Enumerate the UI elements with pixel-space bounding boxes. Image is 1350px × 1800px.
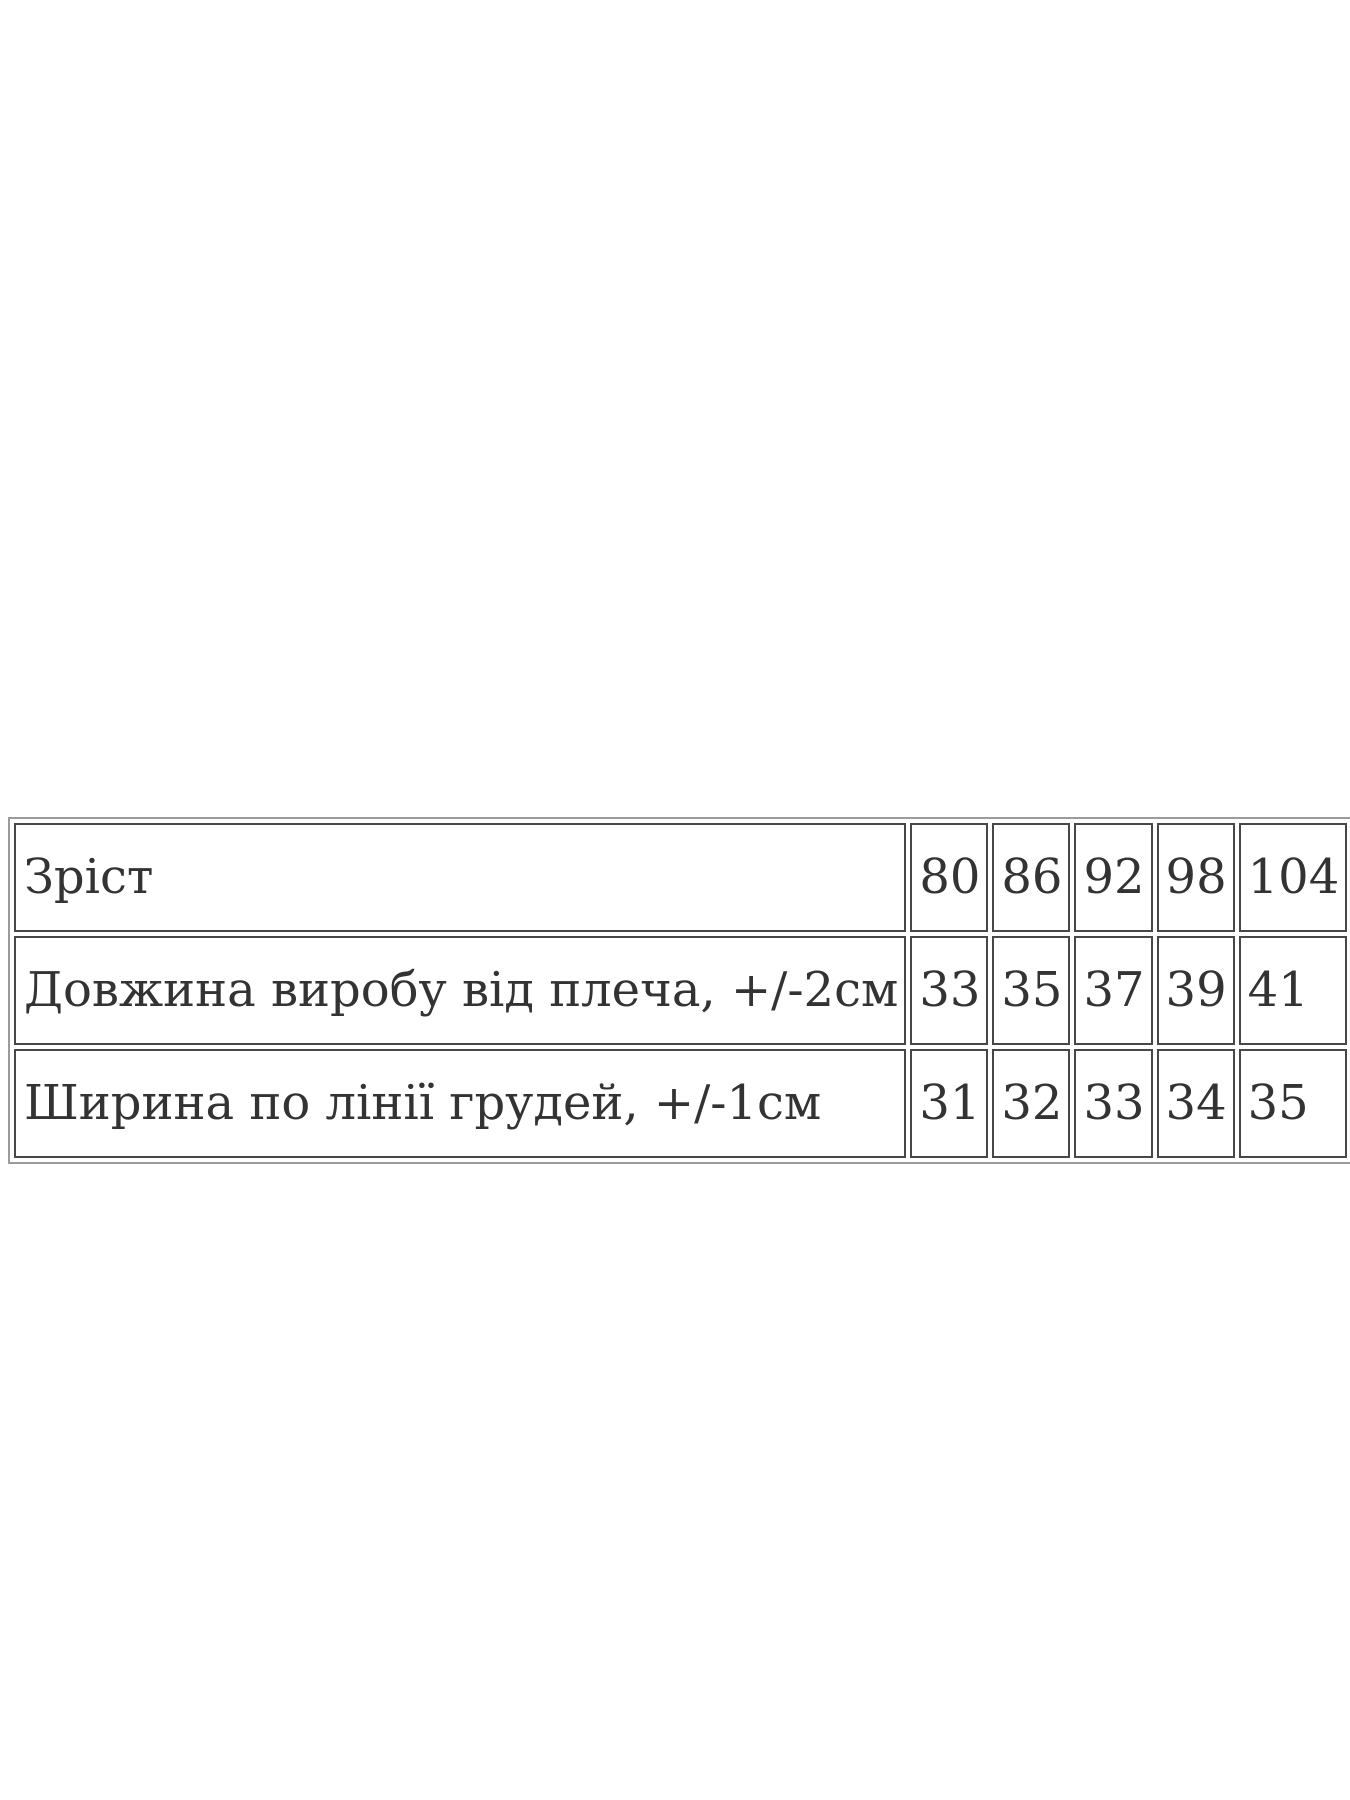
- size-value-cell: 86: [992, 823, 1071, 932]
- value-cell: 39: [1156, 936, 1235, 1045]
- table-row: Довжина виробу від плеча, +/-2см 33 35 3…: [14, 936, 1348, 1045]
- value-cell: 32: [992, 1049, 1071, 1158]
- size-value-cell: 80: [910, 823, 989, 932]
- value-cell: 37: [1074, 936, 1153, 1045]
- value-cell: 31: [910, 1049, 989, 1158]
- size-chart-container: Зріст 80 86 92 98 104 Довжина виробу від…: [8, 817, 1350, 1164]
- size-chart-table: Зріст 80 86 92 98 104 Довжина виробу від…: [8, 817, 1350, 1164]
- value-cell: 41: [1238, 936, 1348, 1045]
- value-cell: 35: [992, 936, 1071, 1045]
- row-label-height: Зріст: [14, 823, 907, 932]
- row-label-chest-width: Ширина по лінії грудей, +/-1см: [14, 1049, 907, 1158]
- size-value-cell: 98: [1156, 823, 1235, 932]
- size-value-cell: 104: [1238, 823, 1348, 932]
- size-value-cell: 92: [1074, 823, 1153, 932]
- row-label-length: Довжина виробу від плеча, +/-2см: [14, 936, 907, 1045]
- value-cell: 34: [1156, 1049, 1235, 1158]
- value-cell: 33: [1074, 1049, 1153, 1158]
- table-header-row: Зріст 80 86 92 98 104: [14, 823, 1348, 932]
- value-cell: 35: [1238, 1049, 1348, 1158]
- value-cell: 33: [910, 936, 989, 1045]
- table-row: Ширина по лінії грудей, +/-1см 31 32 33 …: [14, 1049, 1348, 1158]
